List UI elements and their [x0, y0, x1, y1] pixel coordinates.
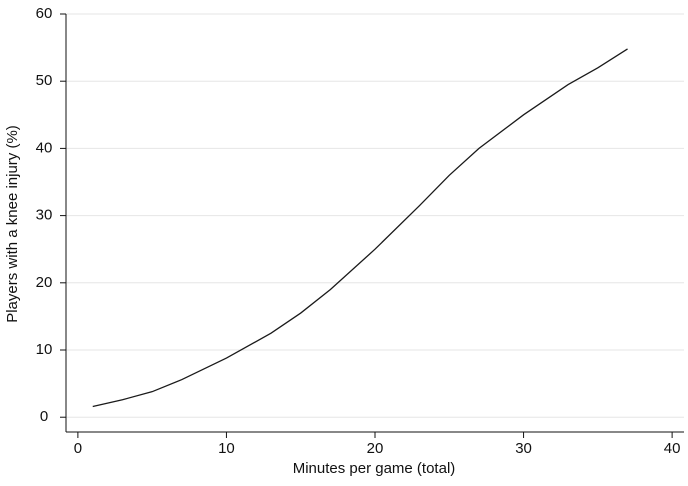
- x-tick-label: 20: [367, 440, 384, 457]
- x-axis-title: Minutes per game (total): [293, 460, 456, 477]
- y-axis-title: Players with a knee injury (%): [4, 125, 21, 323]
- y-tick-label: 20: [36, 274, 53, 291]
- x-tick-label: 40: [664, 440, 681, 457]
- line: [92, 48, 628, 408]
- y-tick-label: 60: [36, 5, 53, 22]
- x-tick-label: 30: [515, 440, 532, 457]
- y-tick-label: 40: [36, 139, 53, 156]
- y-tick-label: 50: [36, 72, 53, 89]
- y-tick-label: 0: [40, 408, 48, 425]
- x-tick-label: 10: [218, 440, 235, 457]
- x-tick-label: 0: [74, 440, 82, 457]
- y-tick-label: 30: [36, 207, 53, 224]
- y-tick-label: 10: [36, 341, 53, 358]
